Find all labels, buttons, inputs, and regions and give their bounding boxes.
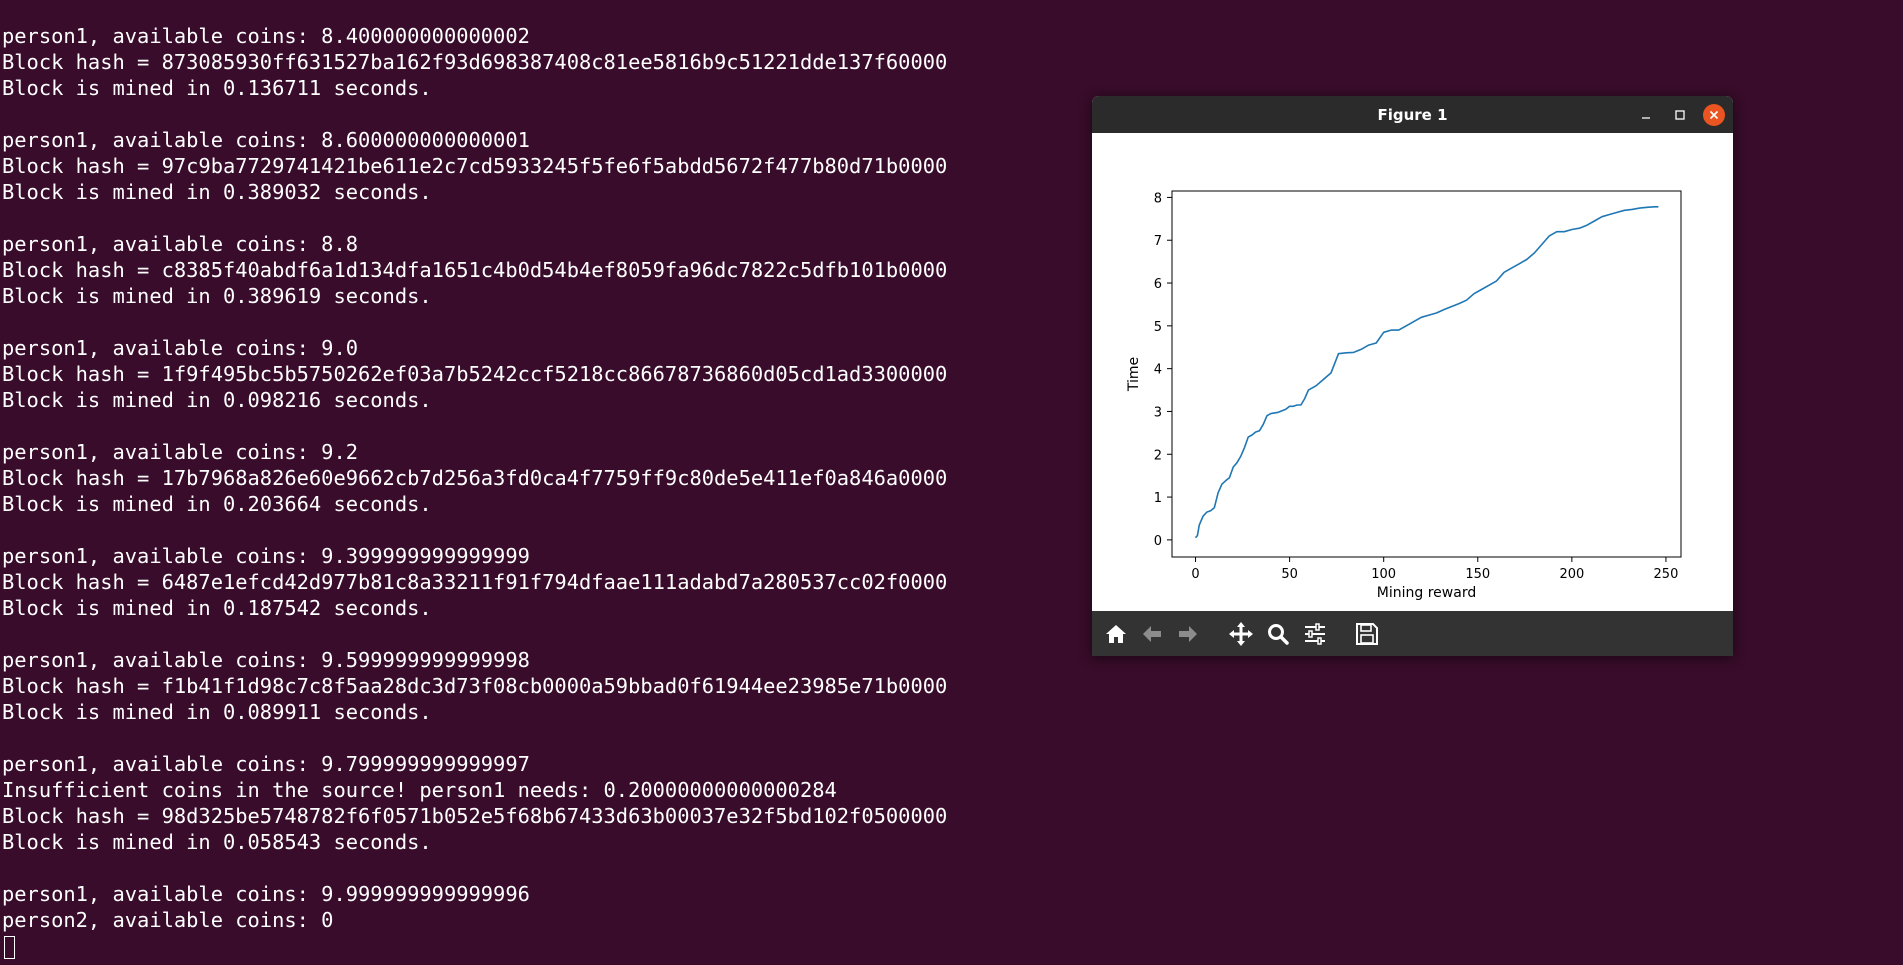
terminal-line: person1, available coins: 9.0 xyxy=(2,336,359,360)
terminal-line: Block is mined in 0.098216 seconds. xyxy=(2,388,432,412)
terminal-line: Block hash = 98d325be5748782f6f0571b052e… xyxy=(2,804,948,828)
terminal-line: Block is mined in 0.187542 seconds. xyxy=(2,596,432,620)
terminal-prompt-line[interactable] xyxy=(0,933,1903,959)
terminal-blank-line xyxy=(0,855,1903,881)
x-tick-label: 50 xyxy=(1281,567,1298,582)
figure-toolbar xyxy=(1092,611,1733,656)
terminal-line: Block hash = 6487e1efcd42d977b81c8a33211… xyxy=(2,570,948,594)
terminal-line: person1, available coins: 9.2 xyxy=(2,440,359,464)
x-tick-label: 0 xyxy=(1191,567,1199,582)
matplotlib-figure-window[interactable]: Figure 1 0 50 100 150 200 250 0 1 2 3 4 5 6 7 8 Minin… xyxy=(1092,96,1733,656)
plot-area xyxy=(1171,190,1682,558)
terminal-line: Block is mined in 0.058543 seconds. xyxy=(2,830,432,854)
close-icon xyxy=(1709,110,1719,120)
terminal-line: Block is mined in 0.089911 seconds. xyxy=(2,700,432,724)
terminal-line: Block hash = 17b7968a826e60e9662cb7d256a… xyxy=(2,466,948,490)
figure-titlebar[interactable]: Figure 1 xyxy=(1092,96,1733,133)
pan-icon xyxy=(1229,622,1253,646)
terminal-line: person1, available coins: 9.799999999999… xyxy=(2,752,530,776)
back-arrow-icon xyxy=(1143,626,1161,642)
x-tick-label: 200 xyxy=(1559,567,1584,582)
configure-subplots-button[interactable] xyxy=(1302,621,1328,647)
minimize-icon xyxy=(1642,117,1650,119)
y-tick-label: 8 xyxy=(1154,191,1162,206)
back-button[interactable] xyxy=(1139,621,1165,647)
configure-subplots-icon xyxy=(1305,623,1325,645)
close-button[interactable] xyxy=(1703,104,1725,126)
y-tick-label: 4 xyxy=(1154,363,1162,378)
save-button[interactable] xyxy=(1354,621,1380,647)
y-tick-label: 3 xyxy=(1154,405,1162,420)
terminal-cursor xyxy=(4,935,15,959)
minimize-button[interactable] xyxy=(1635,104,1657,126)
terminal-line: Block is mined in 0.203664 seconds. xyxy=(2,492,432,516)
series-line xyxy=(1194,206,1659,539)
terminal-line: Block hash = 97c9ba7729741421be611e2c7cd… xyxy=(2,154,948,178)
maximize-button[interactable] xyxy=(1669,104,1691,126)
x-tick-label: 150 xyxy=(1465,567,1490,582)
terminal-line: Block hash = 873085930ff631527ba162f93d6… xyxy=(2,50,948,74)
terminal-line: person1, available coins: 8.600000000000… xyxy=(2,128,530,152)
maximize-icon xyxy=(1675,110,1685,120)
x-tick-label: 250 xyxy=(1654,567,1679,582)
y-tick-label: 0 xyxy=(1154,534,1162,549)
y-tick-label: 7 xyxy=(1154,234,1162,249)
y-axis-label: Time xyxy=(1126,357,1142,392)
terminal-line: Block is mined in 0.389032 seconds. xyxy=(2,180,432,204)
y-axis-ticks: 0 1 2 3 4 5 6 7 8 xyxy=(1154,191,1172,549)
terminal-line: person2, available coins: 0 xyxy=(2,908,334,932)
terminal-blank-line xyxy=(0,725,1903,751)
terminal-line: person1, available coins: 9.399999999999… xyxy=(2,544,530,568)
home-icon xyxy=(1106,625,1126,643)
save-icon xyxy=(1356,623,1378,645)
y-tick-label: 6 xyxy=(1154,277,1162,292)
y-tick-label: 2 xyxy=(1154,448,1162,463)
terminal-line: Block hash = 1f9f495bc5b5750262ef03a7b52… xyxy=(2,362,948,386)
terminal-line: Block hash = f1b41f1d98c7c8f5aa28dc3d73f… xyxy=(2,674,948,698)
y-tick-label: 1 xyxy=(1154,491,1162,506)
terminal-line: person1, available coins: 9.999999999999… xyxy=(2,882,530,906)
terminal-line: Block is mined in 0.136711 seconds. xyxy=(2,76,432,100)
terminal-line: Block hash = c8385f40abdf6a1d134dfa1651c… xyxy=(2,258,948,282)
terminal-line: person1, available coins: 8.8 xyxy=(2,232,359,256)
y-tick-label: 5 xyxy=(1154,320,1162,335)
forward-button[interactable] xyxy=(1175,621,1201,647)
x-tick-label: 100 xyxy=(1371,567,1396,582)
x-axis-label: Mining reward xyxy=(1377,585,1476,601)
x-axis-ticks: 0 50 100 150 200 250 xyxy=(1191,557,1678,582)
figure-title: Figure 1 xyxy=(1377,106,1448,124)
zoom-button[interactable] xyxy=(1265,621,1291,647)
forward-arrow-icon xyxy=(1179,626,1197,642)
terminal-line: person1, available coins: 9.599999999999… xyxy=(2,648,530,672)
terminal-line: person1, available coins: 8.400000000000… xyxy=(2,24,530,48)
pan-button[interactable] xyxy=(1228,621,1254,647)
terminal-line: Insufficient coins in the source! person… xyxy=(2,778,837,802)
terminal-line: Block is mined in 0.389619 seconds. xyxy=(2,284,432,308)
zoom-icon xyxy=(1268,624,1289,645)
home-button[interactable] xyxy=(1103,621,1129,647)
